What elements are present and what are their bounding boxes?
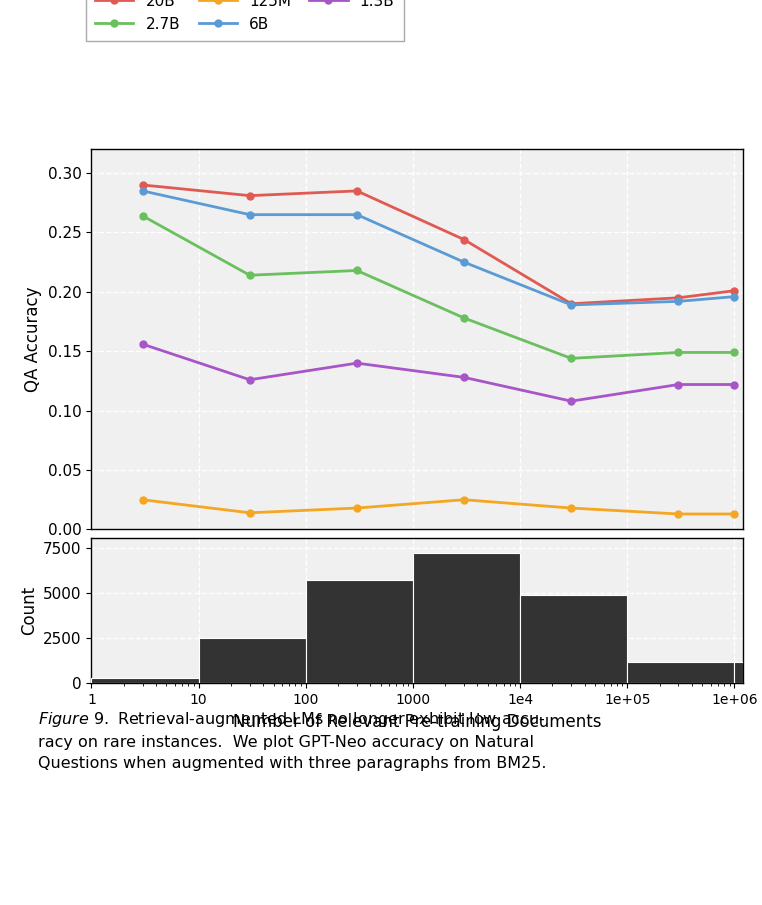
- 1.3B: [730, 379, 739, 390]
- Legend: 20B, 2.7B, 125M, 6B, 1.3B: 20B, 2.7B, 125M, 6B, 1.3B: [86, 0, 404, 41]
- Y-axis label: QA Accuracy: QA Accuracy: [24, 287, 42, 392]
- Line: 1.3B: 1.3B: [139, 340, 738, 405]
- X-axis label: Number of Relevant Pre-training Documents: Number of Relevant Pre-training Document…: [233, 712, 601, 730]
- 1.3B: [567, 395, 576, 406]
- Bar: [735, 662, 762, 683]
- 2.7B: [674, 347, 683, 357]
- 6B: [352, 209, 361, 220]
- 6B: [459, 257, 469, 268]
- Line: 125M: 125M: [139, 496, 738, 518]
- 1.3B: [138, 338, 147, 349]
- 6B: [245, 209, 255, 220]
- 20B: [352, 186, 361, 196]
- 1.3B: [352, 357, 361, 368]
- 20B: [674, 292, 683, 303]
- 20B: [245, 190, 255, 201]
- 125M: [245, 508, 255, 519]
- 2.7B: [138, 211, 147, 222]
- Y-axis label: Count: Count: [20, 586, 37, 635]
- 2.7B: [459, 312, 469, 323]
- 125M: [352, 502, 361, 513]
- Bar: [413, 553, 520, 683]
- 125M: [459, 494, 469, 505]
- Line: 20B: 20B: [139, 182, 738, 307]
- 6B: [567, 300, 576, 310]
- Line: 6B: 6B: [139, 187, 738, 309]
- 2.7B: [730, 347, 739, 357]
- 20B: [730, 285, 739, 296]
- 1.3B: [459, 372, 469, 383]
- 125M: [567, 502, 576, 513]
- 1.3B: [245, 375, 255, 386]
- 6B: [674, 296, 683, 307]
- 6B: [138, 186, 147, 196]
- Text: $\it{Figure\ 9.}$ Retrieval-augmented LMs no longer exhibit low accu-
racy on ra: $\it{Figure\ 9.}$ Retrieval-augmented LM…: [38, 710, 546, 771]
- 20B: [567, 299, 576, 310]
- Bar: [627, 662, 735, 683]
- 2.7B: [245, 270, 255, 281]
- 1.3B: [674, 379, 683, 390]
- 2.7B: [352, 265, 361, 276]
- Bar: [91, 678, 199, 683]
- Bar: [520, 595, 627, 683]
- 2.7B: [567, 353, 576, 364]
- 6B: [730, 291, 739, 302]
- 20B: [459, 234, 469, 245]
- 125M: [138, 494, 147, 505]
- Bar: [199, 638, 306, 683]
- 20B: [138, 179, 147, 190]
- 125M: [730, 509, 739, 519]
- Bar: [306, 580, 413, 683]
- 125M: [674, 509, 683, 519]
- Line: 2.7B: 2.7B: [139, 213, 738, 362]
